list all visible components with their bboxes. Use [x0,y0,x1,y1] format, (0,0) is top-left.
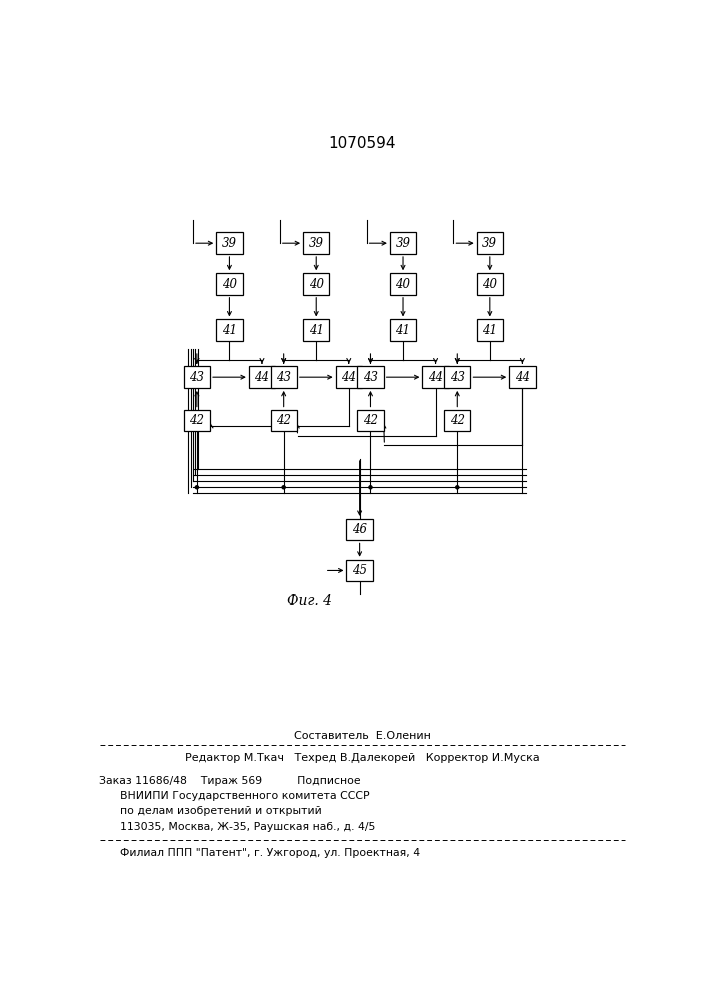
Text: 40: 40 [222,278,237,291]
Bar [390,319,416,341]
Text: Заказ 11686/48    Тираж 569          Подписное: Заказ 11686/48 Тираж 569 Подписное [99,776,361,786]
Text: 41: 41 [482,324,497,337]
Bar [477,273,503,295]
Text: 44: 44 [428,371,443,384]
Text: 43: 43 [450,371,464,384]
Text: Фиг. 4: Фиг. 4 [287,594,332,608]
Text: 40: 40 [395,278,411,291]
Bar [216,273,243,295]
Bar [357,366,384,388]
Text: 41: 41 [395,324,411,337]
Text: 39: 39 [309,237,324,250]
Bar [422,366,449,388]
Text: 43: 43 [363,371,378,384]
Text: 41: 41 [222,324,237,337]
Text: 39: 39 [482,237,497,250]
Text: Составитель  Е.Оленин: Составитель Е.Оленин [294,731,431,741]
Bar [271,366,297,388]
Bar [216,319,243,341]
Bar [390,273,416,295]
Text: 41: 41 [309,324,324,337]
Bar [444,366,470,388]
Text: ВНИИПИ Государственного комитета СССР: ВНИИПИ Государственного комитета СССР [99,791,370,801]
Text: 44: 44 [255,371,269,384]
Text: 42: 42 [450,414,464,427]
Bar [216,232,243,254]
Bar [249,366,275,388]
Bar [477,319,503,341]
Text: 43: 43 [189,371,204,384]
Bar [184,366,210,388]
Bar [303,273,329,295]
Circle shape [456,486,459,489]
Bar [390,232,416,254]
Text: Редактор М.Ткач   Техред В.Далекорей   Корректор И.Муска: Редактор М.Ткач Техред В.Далекорей Корре… [185,753,539,763]
Bar [477,232,503,254]
Text: 42: 42 [276,414,291,427]
Text: 44: 44 [341,371,356,384]
Bar [444,410,470,431]
Text: 46: 46 [352,523,367,536]
Text: 43: 43 [276,371,291,384]
Bar [271,410,297,431]
Text: 45: 45 [352,564,367,577]
Bar [509,366,535,388]
Bar [357,410,384,431]
Text: 42: 42 [189,414,204,427]
Circle shape [195,486,199,489]
Bar [336,366,362,388]
Circle shape [369,486,372,489]
Bar [184,410,210,431]
Circle shape [282,486,285,489]
Text: 44: 44 [515,371,530,384]
Bar [303,319,329,341]
Text: по делам изобретений и открытий: по делам изобретений и открытий [99,806,322,816]
Text: 42: 42 [363,414,378,427]
Text: Филиал ППП "Патент", г. Ужгород, ул. Проектная, 4: Филиал ППП "Патент", г. Ужгород, ул. Про… [99,848,421,858]
Text: 40: 40 [309,278,324,291]
Text: 40: 40 [482,278,497,291]
Bar [346,560,373,581]
Text: 39: 39 [222,237,237,250]
Text: 39: 39 [395,237,411,250]
Text: 1070594: 1070594 [328,136,396,151]
Bar [303,232,329,254]
Bar [346,519,373,540]
Text: 113035, Москва, Ж-35, Раушская наб., д. 4/5: 113035, Москва, Ж-35, Раушская наб., д. … [99,822,375,832]
